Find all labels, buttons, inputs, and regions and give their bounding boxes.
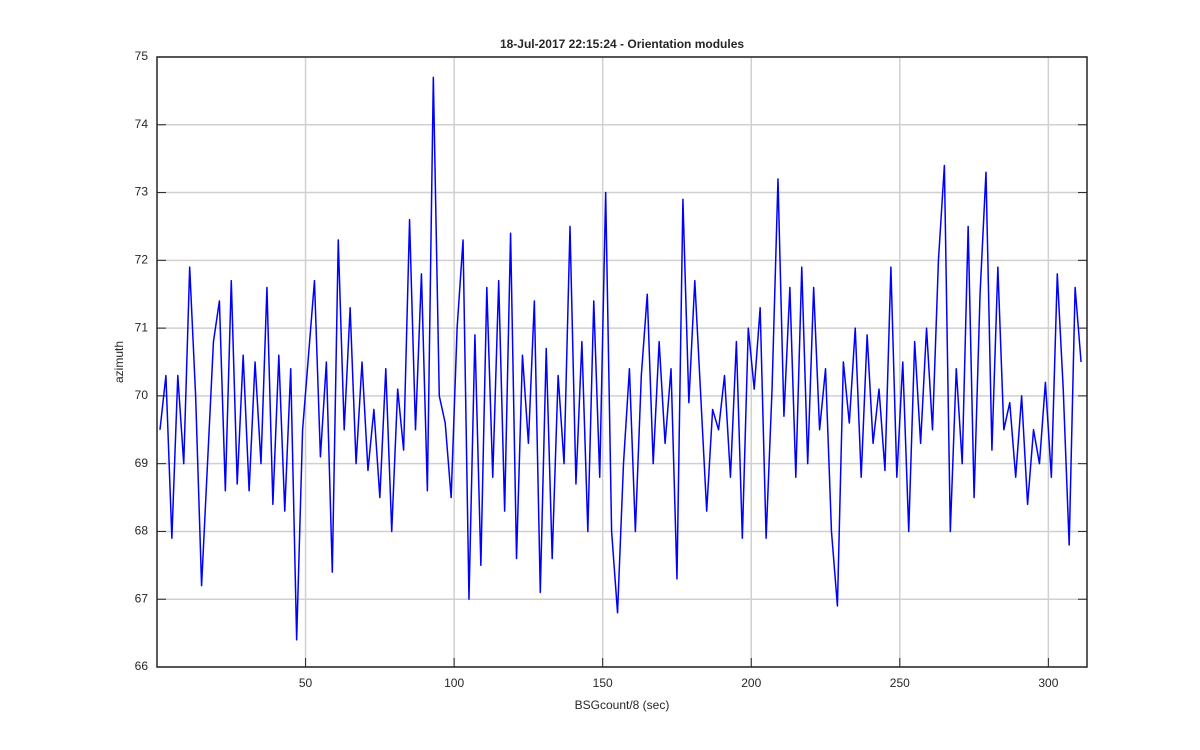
y-tick-label: 73 <box>135 185 149 199</box>
y-tick-label: 68 <box>135 524 149 538</box>
x-tick-label: 100 <box>444 676 464 690</box>
marks <box>159 76 1082 641</box>
axes-box <box>156 56 1088 668</box>
y-tick-label: 69 <box>135 456 149 470</box>
x-axis-label: BSGcount/8 (sec) <box>575 698 670 712</box>
x-tick-label: 150 <box>593 676 613 690</box>
ticks: 50 100 150 200 250 300 66 67 68 69 70 71 72 73 74 75 <box>135 49 1087 690</box>
y-tick-label: 75 <box>135 49 149 63</box>
x-tick-label: 50 <box>299 676 313 690</box>
x-tick-label: 250 <box>890 676 910 690</box>
chart-title: 18-Jul-2017 22:15:24 - Orientation modul… <box>500 37 744 51</box>
plot-area <box>157 57 1087 667</box>
x-tick-label: 200 <box>741 676 761 690</box>
y-tick-label: 72 <box>135 253 149 267</box>
y-tick-label: 71 <box>135 320 149 334</box>
y-tick-label: 74 <box>135 117 149 131</box>
x-tick-label: 300 <box>1038 676 1058 690</box>
y-axis-label: azimuth <box>112 341 126 383</box>
data-line <box>159 76 1082 641</box>
y-tick-label: 67 <box>135 591 149 605</box>
y-tick-label: 66 <box>135 659 149 673</box>
y-tick-label: 70 <box>135 388 149 402</box>
